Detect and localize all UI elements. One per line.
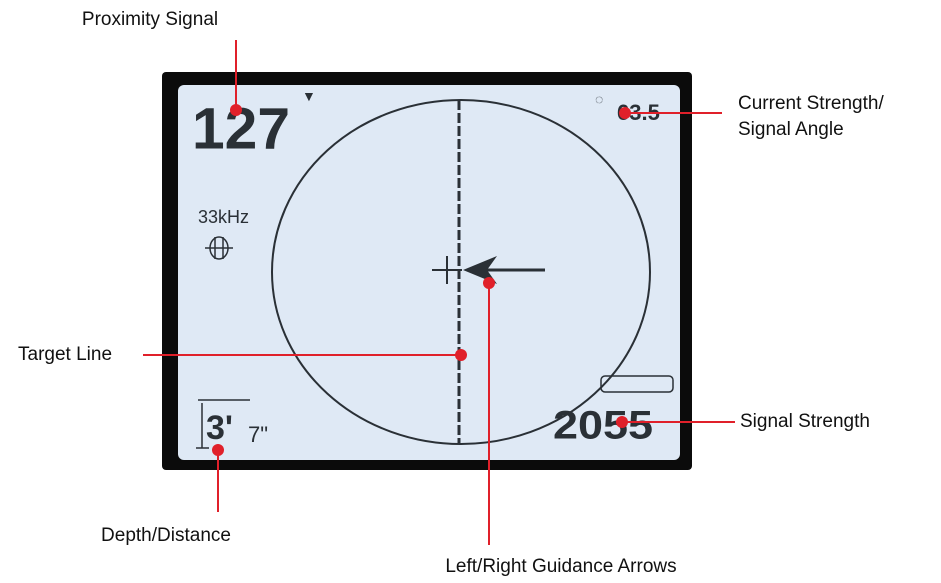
- callout-dot: [212, 444, 224, 456]
- callout-label: Proximity Signal: [82, 9, 218, 30]
- proximity-icon: ▼: [302, 88, 316, 104]
- callout-dot: [483, 277, 495, 289]
- callout-dot: [619, 107, 631, 119]
- callout-label: Current Strength/: [738, 93, 884, 114]
- callout-dot: [230, 104, 242, 116]
- callout-label: Target Line: [18, 344, 112, 365]
- depth-feet: 3': [206, 409, 233, 447]
- callout-label: Left/Right Guidance Arrows: [445, 556, 676, 577]
- callout-label: Signal Angle: [738, 119, 844, 140]
- bulb-icon: ◌: [595, 91, 603, 107]
- signal-strength-value: 2055: [553, 404, 653, 448]
- depth-inches: 7": [248, 422, 268, 447]
- callout-label: Depth/Distance: [101, 525, 231, 546]
- diagram: 127 ▼ ◌ 63.5 33kHz 3' 7" 2055 Proximity …: [0, 0, 941, 583]
- callout-dot: [455, 349, 467, 361]
- callout-label: Signal Strength: [740, 411, 870, 432]
- proximity-value: 127: [192, 96, 290, 161]
- callout-dot: [616, 416, 628, 428]
- frequency: 33kHz: [198, 207, 249, 227]
